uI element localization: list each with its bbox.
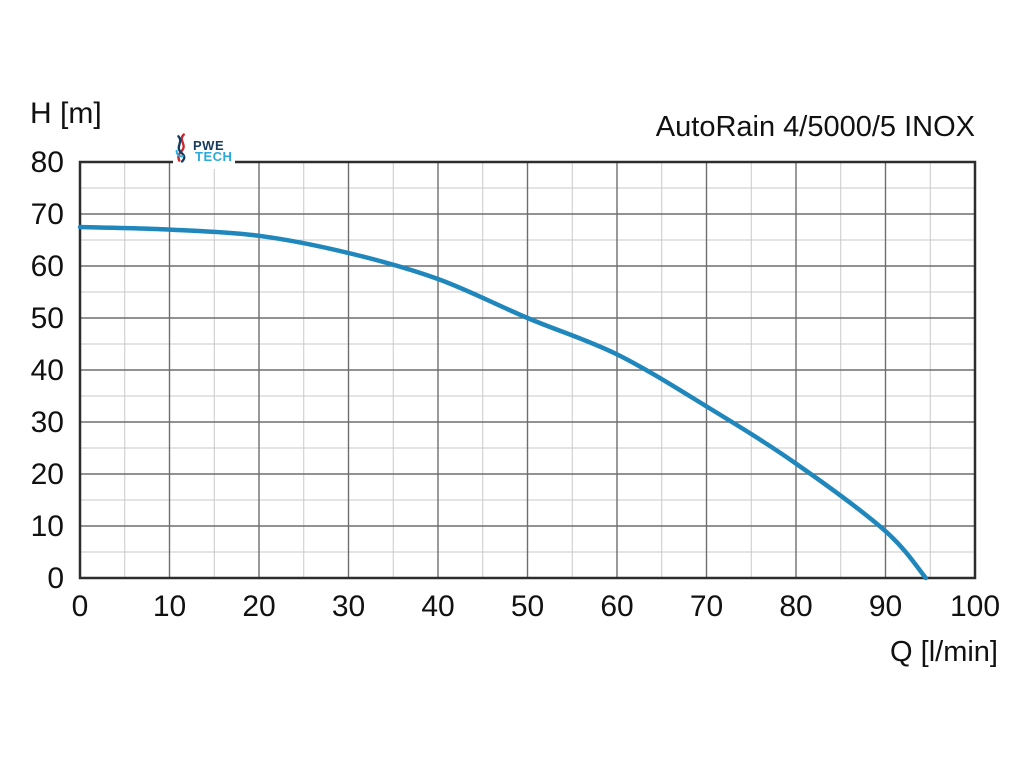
x-tick-label: 10 (153, 590, 186, 623)
x-tick-label: 50 (511, 590, 544, 623)
y-tick-label: 0 (47, 562, 64, 595)
x-tick-label: 100 (950, 590, 1000, 623)
y-tick-label: 40 (31, 354, 64, 387)
logo-flame-cyan-stroke (175, 149, 184, 158)
pump-curve-line (77, 224, 929, 581)
y-tick-label: 10 (31, 510, 64, 543)
x-tick-label: 40 (421, 590, 454, 623)
x-axis-title: Q [l/min] (890, 636, 998, 668)
y-axis-title: H [m] (30, 97, 102, 130)
y-tick-label: 50 (31, 302, 64, 335)
y-tick-label: 60 (31, 250, 64, 283)
chart-title: AutoRain 4/5000/5 INOX (655, 111, 975, 143)
logo-word-bottom: TECH (195, 148, 233, 164)
pwe-tech-logo: PWE TECH (173, 132, 236, 169)
plot-border (78, 160, 977, 580)
y-tick-label: 20 (31, 458, 64, 491)
logo-word-top: PWE (193, 137, 225, 153)
x-tick-label: 70 (690, 590, 723, 623)
x-tick-label: 0 (72, 590, 89, 623)
pwe-tech-logo-icon (173, 132, 191, 169)
y-tick-label: 30 (31, 406, 64, 439)
logo-flame-navy-stroke (177, 135, 186, 163)
x-tick-label: 80 (779, 590, 812, 623)
x-tick-label: 30 (332, 590, 365, 623)
y-tick-label: 70 (31, 198, 64, 231)
x-tick-label: 90 (869, 590, 902, 623)
x-tick-label: 20 (242, 590, 275, 623)
major-gridlines (80, 162, 975, 578)
x-tick-label: 60 (600, 590, 633, 623)
tick-labels: 0 10 20 30 40 50 60 70 80 90 100 0 10 20 30 40 50 60 70 80 (31, 146, 1000, 623)
y-tick-label: 80 (31, 146, 64, 179)
